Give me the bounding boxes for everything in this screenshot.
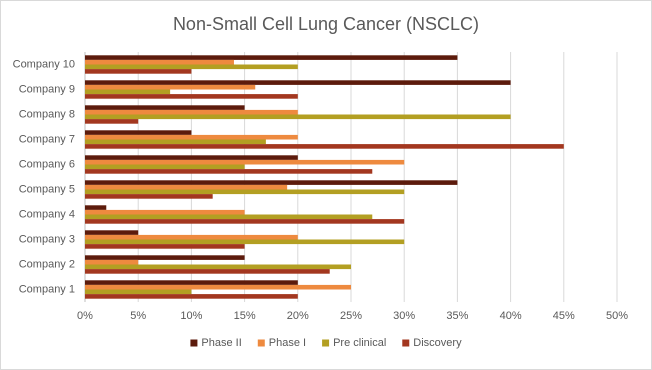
bar (85, 269, 330, 274)
x-tick-label: 30% (393, 310, 415, 322)
bar (85, 59, 234, 65)
bar (85, 114, 511, 120)
bar (85, 294, 298, 299)
x-tick-label: 15% (234, 310, 256, 322)
y-tick-label: Company 9 (19, 83, 75, 95)
legend-swatch (402, 339, 410, 347)
bar (85, 69, 192, 74)
y-tick-label: Company 10 (13, 58, 75, 70)
bar (85, 55, 458, 60)
bar (85, 189, 405, 195)
x-tick-label: 45% (553, 310, 575, 322)
y-tick-label: Company 8 (19, 108, 75, 120)
bar (85, 234, 298, 240)
bar (85, 94, 298, 99)
bar (85, 209, 245, 215)
legend-swatch (322, 339, 330, 347)
bar (85, 194, 213, 199)
y-tick-label: Company 3 (19, 233, 75, 245)
bar (85, 219, 405, 224)
legend-label: Pre clinical (333, 337, 386, 349)
bar (85, 289, 192, 295)
y-tick-label: Company 5 (19, 183, 75, 195)
x-tick-label: 10% (180, 310, 202, 322)
legend-label: Phase II (201, 337, 241, 349)
bar (85, 134, 298, 140)
x-tick-label: 20% (287, 310, 309, 322)
bar (85, 139, 266, 145)
x-tick-label: 40% (500, 310, 522, 322)
bar (85, 255, 245, 260)
bar (85, 205, 107, 210)
bar (85, 180, 458, 185)
x-tick-label: 50% (606, 310, 628, 322)
bar (85, 119, 139, 124)
bar (85, 169, 373, 174)
bar (85, 264, 351, 270)
legend-label: Discovery (413, 337, 462, 349)
bar (85, 284, 351, 290)
x-tick-label: 35% (446, 310, 468, 322)
bar (85, 80, 511, 85)
bar (85, 259, 139, 265)
x-tick-label: 25% (340, 310, 362, 322)
bar (85, 144, 564, 149)
bar (85, 155, 298, 160)
bar (85, 184, 288, 190)
y-tick-label: Company 7 (19, 133, 75, 145)
y-tick-label: Company 6 (19, 158, 75, 170)
y-tick-label: Company 2 (19, 258, 75, 270)
bar (85, 280, 298, 285)
y-tick-label: Company 1 (19, 283, 75, 295)
bar (85, 64, 298, 70)
bar (85, 130, 192, 135)
bar (85, 244, 245, 249)
bar (85, 105, 245, 110)
bar (85, 89, 171, 95)
x-tick-label: 0% (77, 310, 93, 322)
chart-title: Non-Small Cell Lung Cancer (NSCLC) (173, 14, 479, 34)
bar (85, 214, 373, 220)
legend-swatch (257, 339, 265, 347)
y-tick-label: Company 4 (19, 208, 75, 220)
bar (85, 230, 139, 235)
x-tick-label: 5% (130, 310, 146, 322)
bar (85, 84, 256, 90)
legend-swatch (190, 339, 198, 347)
bar (85, 109, 298, 115)
bar (85, 239, 405, 245)
bar (85, 159, 405, 165)
legend-label: Phase I (269, 337, 306, 349)
bar (85, 164, 245, 170)
